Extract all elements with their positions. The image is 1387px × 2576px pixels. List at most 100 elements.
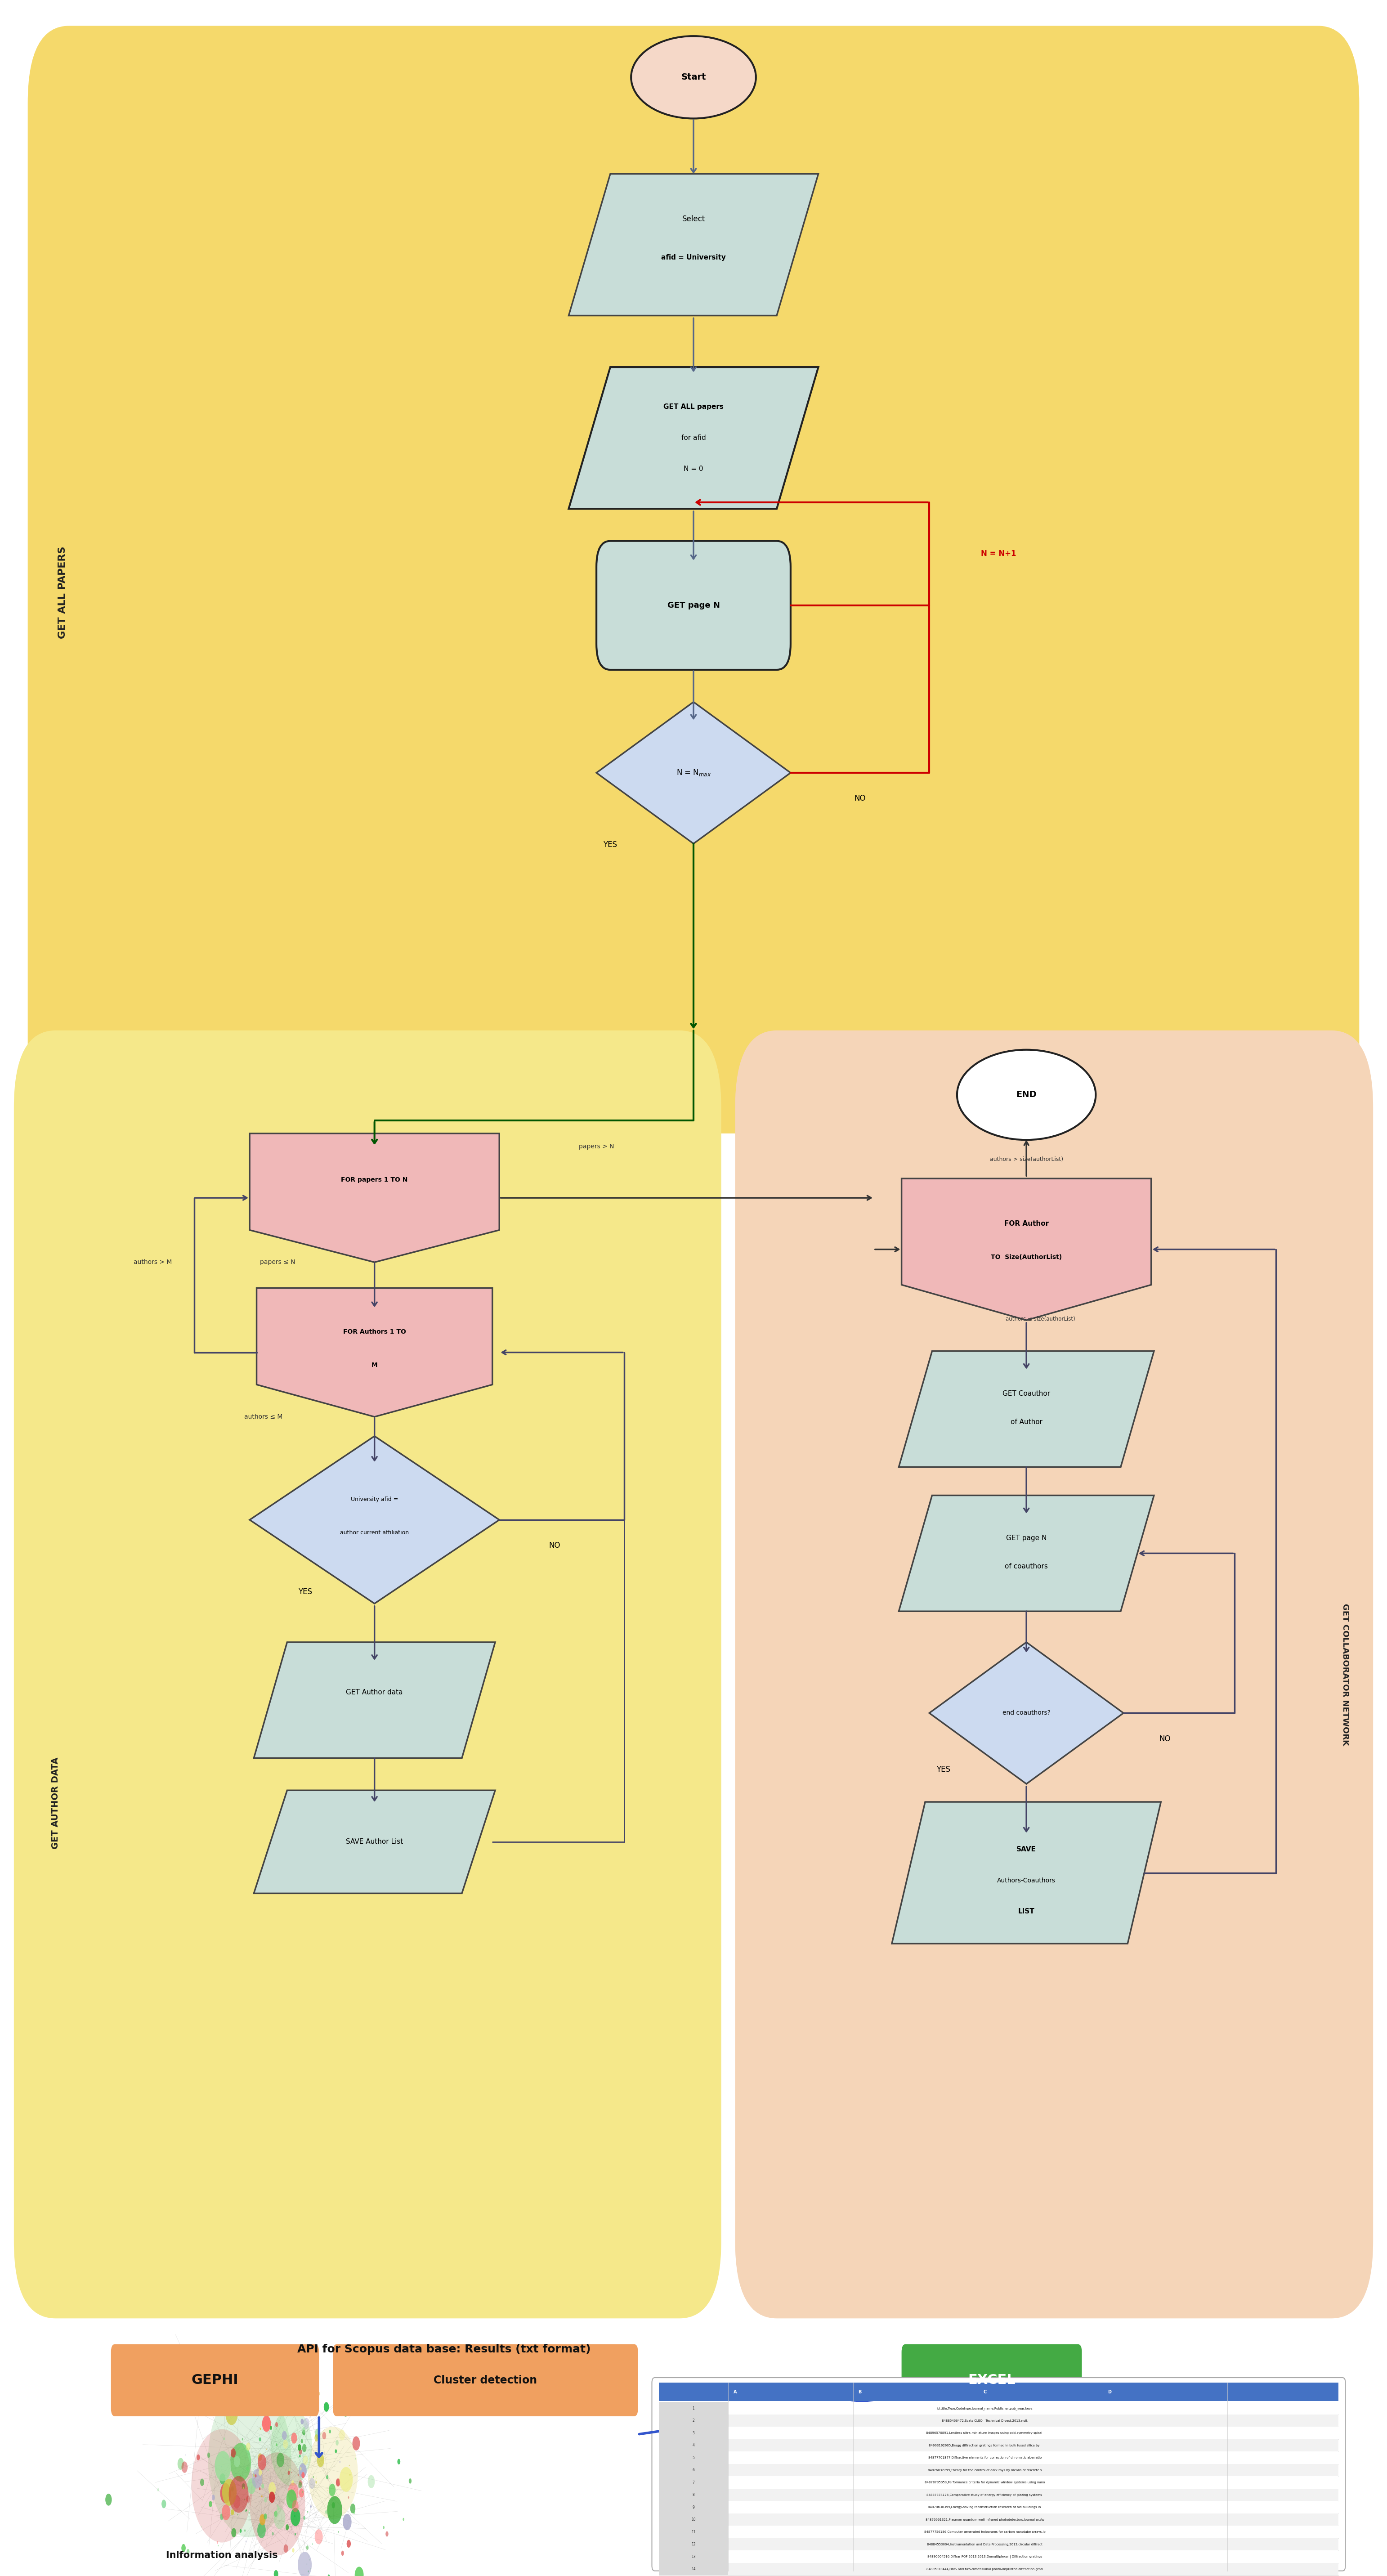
Circle shape (326, 2476, 329, 2478)
Circle shape (209, 2501, 212, 2506)
Circle shape (331, 2501, 336, 2509)
Text: EXCEL: EXCEL (968, 2372, 1015, 2388)
Text: 1: 1 (692, 2406, 695, 2411)
Text: Start: Start (681, 72, 706, 82)
Circle shape (247, 2465, 248, 2470)
FancyBboxPatch shape (659, 2550, 1338, 2563)
Text: 10: 10 (691, 2517, 696, 2522)
Circle shape (240, 2476, 241, 2478)
FancyBboxPatch shape (659, 2537, 1338, 2550)
Circle shape (261, 2483, 264, 2488)
Polygon shape (596, 703, 791, 845)
FancyBboxPatch shape (659, 2452, 1338, 2463)
Text: NO: NO (549, 1540, 560, 1551)
Circle shape (251, 2383, 255, 2393)
Circle shape (290, 2509, 301, 2527)
Circle shape (275, 2421, 277, 2427)
Circle shape (315, 2481, 318, 2483)
Text: 9: 9 (692, 2506, 695, 2509)
Circle shape (338, 2429, 345, 2439)
Polygon shape (254, 1643, 495, 1757)
Circle shape (302, 2445, 307, 2452)
Text: Select: Select (682, 214, 705, 224)
Circle shape (276, 2452, 284, 2468)
Text: 8: 8 (692, 2494, 695, 2496)
FancyBboxPatch shape (659, 2427, 728, 2439)
Polygon shape (569, 173, 818, 317)
Text: API for Scopus data base: Results (txt format): API for Scopus data base: Results (txt f… (297, 2344, 591, 2354)
Text: M: M (372, 1363, 377, 1368)
Circle shape (277, 2360, 284, 2372)
Text: 84885466472,Scats CLEO - Technical Digest,2013,null,: 84885466472,Scats CLEO - Technical Diges… (942, 2419, 1028, 2421)
Circle shape (325, 2509, 327, 2514)
Text: 84878630399,Energy-saving reconstruction research of old buildings in: 84878630399,Energy-saving reconstruction… (928, 2506, 1042, 2509)
Circle shape (336, 2478, 340, 2486)
Circle shape (275, 2512, 277, 2517)
Text: GET ALL PAPERS: GET ALL PAPERS (58, 546, 67, 639)
Circle shape (323, 2401, 329, 2411)
Circle shape (214, 2411, 218, 2416)
FancyBboxPatch shape (902, 2344, 1082, 2416)
Circle shape (282, 2432, 287, 2439)
Circle shape (212, 2494, 215, 2501)
Circle shape (386, 2532, 388, 2537)
Text: GET page N: GET page N (667, 600, 720, 611)
Text: authors > M: authors > M (133, 1260, 172, 1265)
Text: N = N$_{max}$: N = N$_{max}$ (677, 768, 710, 778)
Text: Inlformation analysis: Inlformation analysis (166, 2550, 277, 2561)
Circle shape (230, 2509, 234, 2514)
Circle shape (252, 2468, 262, 2488)
Circle shape (298, 2463, 307, 2478)
Circle shape (105, 2494, 112, 2506)
FancyBboxPatch shape (659, 2401, 1338, 2414)
Text: 84903192905,Bragg diffraction gratings formed in bulk fused silica by: 84903192905,Bragg diffraction gratings f… (929, 2445, 1040, 2447)
Text: LIST: LIST (1018, 1909, 1035, 1914)
Circle shape (315, 2429, 320, 2439)
Polygon shape (892, 1803, 1161, 1942)
Circle shape (300, 2488, 304, 2499)
Circle shape (216, 2540, 218, 2543)
Circle shape (284, 2347, 288, 2352)
Circle shape (222, 2478, 237, 2506)
Text: B: B (859, 2391, 861, 2393)
FancyBboxPatch shape (659, 2501, 728, 2514)
Circle shape (200, 2378, 204, 2388)
Circle shape (208, 2383, 291, 2537)
FancyBboxPatch shape (659, 2476, 1338, 2488)
Circle shape (322, 2432, 326, 2439)
Circle shape (273, 2506, 286, 2530)
Circle shape (226, 2401, 237, 2424)
Circle shape (293, 2501, 298, 2512)
Circle shape (247, 2478, 255, 2494)
Text: NO: NO (854, 793, 865, 804)
Circle shape (264, 2496, 266, 2501)
Circle shape (391, 2388, 395, 2396)
FancyBboxPatch shape (111, 2344, 319, 2416)
Circle shape (270, 2409, 312, 2486)
Text: TO  Size(AuthorList): TO Size(AuthorList) (990, 1255, 1062, 1260)
Polygon shape (257, 1288, 492, 1417)
Polygon shape (569, 368, 818, 510)
Circle shape (394, 2383, 397, 2388)
Circle shape (252, 2473, 255, 2478)
Text: afid = University: afid = University (662, 255, 725, 260)
Circle shape (223, 2437, 225, 2439)
FancyBboxPatch shape (659, 2439, 1338, 2452)
Text: FOR papers 1 TO N: FOR papers 1 TO N (341, 1177, 408, 1182)
Text: of coauthors: of coauthors (1004, 1564, 1049, 1569)
Circle shape (293, 2548, 294, 2553)
Circle shape (222, 2504, 230, 2519)
Circle shape (186, 2550, 190, 2555)
Circle shape (270, 2486, 272, 2488)
Polygon shape (250, 1133, 499, 1262)
Circle shape (307, 2545, 308, 2550)
Circle shape (340, 2468, 352, 2491)
Circle shape (234, 2455, 240, 2468)
Circle shape (302, 2427, 305, 2432)
Circle shape (161, 2499, 166, 2509)
Circle shape (291, 2481, 294, 2486)
Circle shape (350, 2504, 355, 2514)
FancyBboxPatch shape (659, 2537, 728, 2550)
Circle shape (283, 2439, 288, 2450)
Circle shape (225, 2486, 229, 2494)
